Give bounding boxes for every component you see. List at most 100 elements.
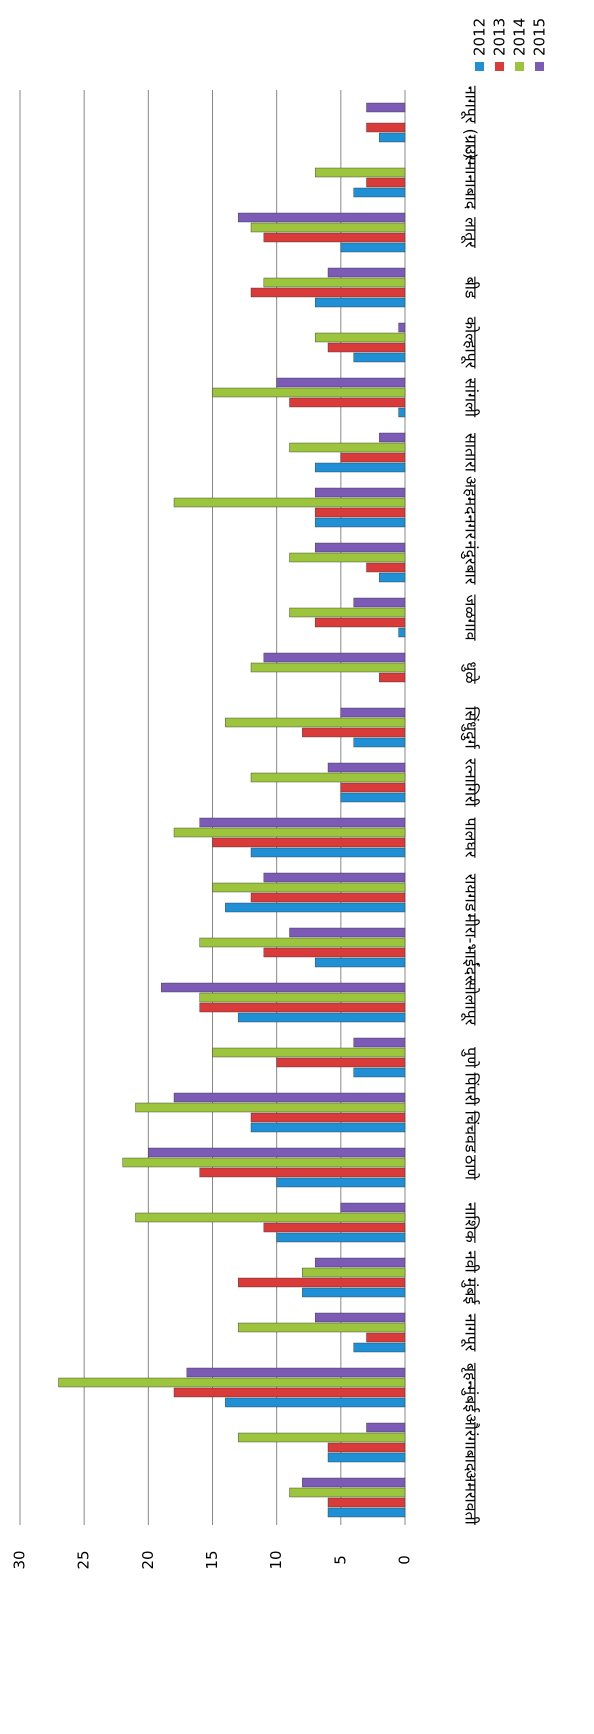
x-tick-label: पुणे xyxy=(461,1047,481,1068)
bar xyxy=(289,442,406,453)
bar xyxy=(314,332,406,343)
x-tick-label: उस्मानाबाद xyxy=(462,146,481,210)
legend-swatch xyxy=(515,62,524,71)
bar xyxy=(250,222,406,233)
bar xyxy=(314,487,406,498)
bar xyxy=(314,542,406,553)
bar xyxy=(398,627,406,638)
bar xyxy=(263,277,406,288)
bar xyxy=(237,1012,406,1023)
bar xyxy=(314,507,406,518)
x-tick-label: लातूर xyxy=(461,217,481,248)
x-tick-label: पालघर xyxy=(462,817,481,858)
bar xyxy=(135,1212,406,1223)
bar xyxy=(314,1257,406,1268)
bar xyxy=(276,377,406,388)
y-tick-label: 30 xyxy=(11,1550,29,1569)
bar xyxy=(199,937,406,948)
bar xyxy=(250,772,406,783)
x-tick-label: रायगड xyxy=(462,874,481,912)
x-tick-label: औरंगाबाद xyxy=(462,1414,481,1472)
bar xyxy=(250,847,406,858)
bar xyxy=(327,1497,406,1508)
bar xyxy=(250,1122,406,1133)
bar xyxy=(263,872,406,883)
x-tick-label: सोलापूर xyxy=(461,980,481,1026)
bar xyxy=(263,652,406,663)
bar xyxy=(289,397,406,408)
bar xyxy=(340,452,406,463)
legend-label: 2013 xyxy=(491,18,509,56)
legend-swatch xyxy=(495,62,504,71)
bar xyxy=(353,1037,406,1048)
bar xyxy=(366,562,406,573)
x-tick-label: नागपूर (ग्रा.) xyxy=(461,86,481,160)
bar xyxy=(340,1202,406,1213)
bar xyxy=(160,982,406,993)
bar xyxy=(353,737,406,748)
x-tick-label: मीरा-भाईंदर xyxy=(462,913,481,982)
x-tick-label: नागपूर xyxy=(461,1314,481,1352)
legend-label: 2014 xyxy=(511,18,529,56)
bar xyxy=(379,432,406,443)
y-tick-label: 25 xyxy=(75,1550,93,1569)
y-tick-label: 5 xyxy=(331,1555,349,1565)
bar xyxy=(353,597,406,608)
bar xyxy=(327,1452,406,1463)
bar xyxy=(398,407,406,418)
bar xyxy=(353,1342,406,1353)
bar xyxy=(225,902,406,913)
legend-swatch xyxy=(535,62,544,71)
bar xyxy=(353,352,406,363)
x-tick-label: अमरावती xyxy=(462,1470,481,1525)
bar xyxy=(276,1177,406,1188)
bar xyxy=(212,882,406,893)
bar xyxy=(212,387,406,398)
bar xyxy=(327,342,406,353)
bar xyxy=(263,1222,406,1233)
bar xyxy=(366,102,406,113)
bar xyxy=(250,1112,406,1123)
bar xyxy=(289,927,406,938)
legend-label: 2012 xyxy=(471,18,489,56)
x-tick-label: सिंधुदुर्ग xyxy=(461,706,481,749)
bar xyxy=(276,1057,406,1068)
bar xyxy=(340,707,406,718)
x-tick-label: नंदुरबार xyxy=(461,541,481,585)
bar xyxy=(237,1277,406,1288)
bar xyxy=(366,177,406,188)
bar xyxy=(135,1102,406,1113)
x-tick-label: रत्नागिरी xyxy=(462,758,481,807)
x-tick-label: कोल्हापूर xyxy=(461,317,481,369)
bar xyxy=(327,1507,406,1518)
bar xyxy=(379,672,406,683)
bar xyxy=(173,1092,406,1103)
x-tick-label: पिंपरी चिंचवड xyxy=(462,1072,481,1152)
bar xyxy=(289,552,406,563)
bar xyxy=(199,817,406,828)
bar xyxy=(366,1332,406,1343)
bar xyxy=(237,1322,406,1333)
bar xyxy=(173,497,406,508)
bar xyxy=(302,1267,406,1278)
bar xyxy=(225,1397,406,1408)
bar xyxy=(340,782,406,793)
bar xyxy=(314,297,406,308)
bar xyxy=(314,957,406,968)
bar xyxy=(353,187,406,198)
x-tick-label: नवी मुंबई xyxy=(461,1251,481,1306)
bar xyxy=(302,1477,406,1488)
bar xyxy=(314,617,406,628)
bar xyxy=(314,167,406,178)
bar xyxy=(366,122,406,133)
bar xyxy=(263,232,406,243)
bar xyxy=(289,1487,406,1498)
bar xyxy=(398,322,406,333)
legend-swatch xyxy=(475,62,484,71)
bar xyxy=(302,1287,406,1298)
y-tick-label: 20 xyxy=(139,1550,157,1569)
bar xyxy=(263,947,406,958)
bar xyxy=(237,212,406,223)
bar xyxy=(199,992,406,1003)
bar xyxy=(237,1432,406,1443)
